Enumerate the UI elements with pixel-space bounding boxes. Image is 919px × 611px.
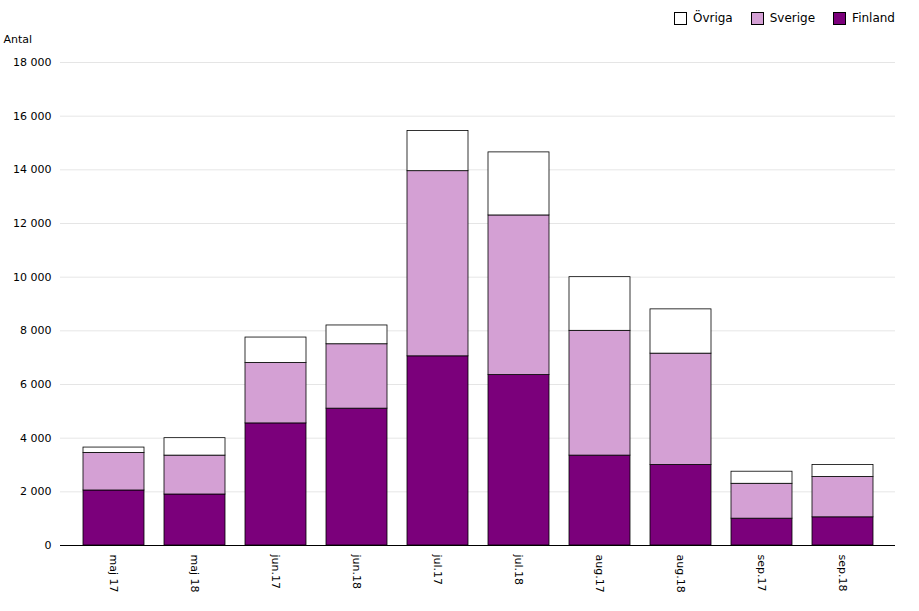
svg-text:sep.18: sep.18 — [836, 555, 849, 592]
svg-text:sep.17: sep.17 — [755, 555, 768, 592]
svg-text:14 000: 14 000 — [13, 163, 52, 176]
svg-text:jul.18: jul.18 — [512, 554, 525, 586]
svg-text:maj 18: maj 18 — [188, 555, 201, 593]
svg-text:18 000: 18 000 — [13, 56, 52, 69]
svg-text:aug.18: aug.18 — [674, 555, 687, 593]
svg-text:jun.17: jun.17 — [269, 554, 282, 590]
svg-text:8 000: 8 000 — [20, 324, 52, 337]
html-text:Sverige: Sverige — [769, 11, 816, 25]
html-text:Finland: Finland — [852, 11, 895, 25]
svg-text:aug.17: aug.17 — [593, 555, 606, 593]
svg-text:maj 17: maj 17 — [107, 555, 120, 593]
svg-text:6 000: 6 000 — [20, 378, 52, 391]
svg-text:12 000: 12 000 — [13, 217, 52, 230]
svg-text:0: 0 — [45, 539, 52, 552]
html-text:Övriga: Övriga — [692, 11, 733, 25]
svg-text:10 000: 10 000 — [13, 271, 52, 284]
svg-text:2 000: 2 000 — [20, 485, 52, 498]
svg-text:jun.18: jun.18 — [350, 554, 363, 590]
svg-text:16 000: 16 000 — [13, 110, 52, 123]
svg-text:Antal: Antal — [4, 33, 33, 46]
svg-text:jul.17: jul.17 — [431, 554, 444, 586]
svg-text:4 000: 4 000 — [20, 432, 52, 445]
